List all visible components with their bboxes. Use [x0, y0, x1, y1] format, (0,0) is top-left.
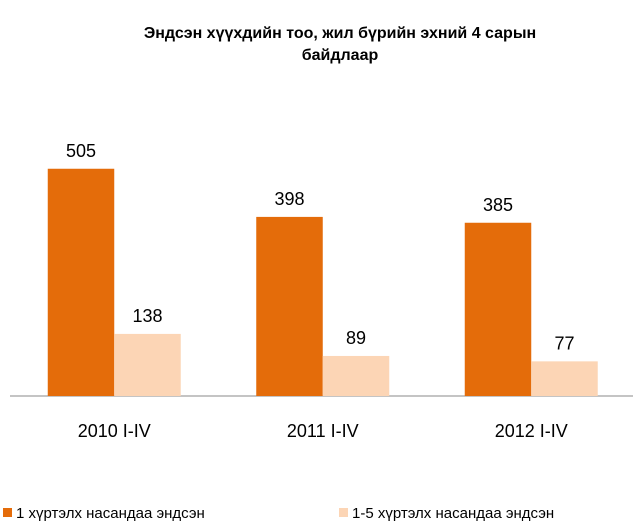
- value-label: 385: [483, 195, 513, 215]
- value-label: 89: [346, 328, 366, 348]
- value-label: 77: [554, 333, 574, 353]
- bar: [114, 333, 181, 396]
- bar: [531, 361, 598, 396]
- bar: [256, 216, 323, 396]
- legend-swatch: [339, 508, 348, 517]
- legend-label: 1 хүртэлх насандаа эндсэн: [16, 505, 205, 522]
- bar: [322, 355, 390, 396]
- legend-swatch: [3, 508, 12, 517]
- x-tick-label: 2012 I-IV: [495, 421, 568, 441]
- x-tick-label: 2010 I-IV: [78, 421, 151, 441]
- legend-label: 1-5 хүртэлх насандаа эндсэн: [352, 505, 554, 522]
- value-label: 398: [274, 189, 304, 209]
- value-label: 138: [132, 306, 162, 326]
- chart-title: байдлаар: [302, 47, 379, 64]
- bar: [47, 168, 115, 396]
- value-label: 505: [66, 141, 96, 161]
- bar: [464, 222, 532, 396]
- chart-title: Эндсэн хүүхдийн тоо, жил бүрийн эхний 4 …: [144, 25, 536, 42]
- x-tick-label: 2011 I-IV: [287, 421, 359, 441]
